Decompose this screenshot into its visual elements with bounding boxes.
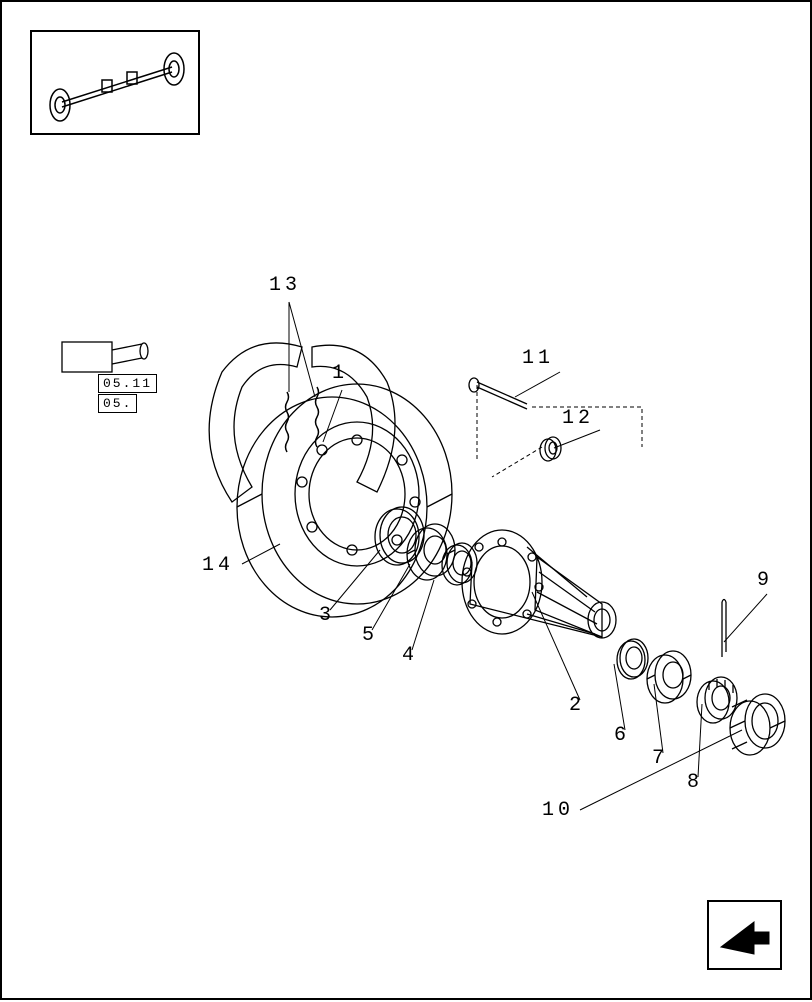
callout-7: 7 [652,747,668,770]
castle-nut [697,677,737,723]
bolt [469,378,527,409]
callout-2: 2 [569,694,585,717]
nut [540,437,561,461]
brake-drum [237,384,452,617]
callout-10: 10 [542,799,574,822]
hub [462,530,616,638]
callout-6: 6 [614,724,630,747]
hub-cap [730,694,785,755]
next-arrow-icon [709,902,784,972]
callout-9: 9 [757,569,773,592]
washer [617,639,648,679]
callout-14: 14 [202,554,234,577]
callout-11: 11 [522,347,554,370]
callout-12: 12 [562,407,594,430]
callout-4: 4 [402,644,418,667]
callout-13: 13 [269,274,301,297]
callout-3: 3 [319,604,335,627]
callout-8: 8 [687,771,703,794]
exploded-diagram [2,2,812,1002]
next-page-box[interactable] [707,900,782,970]
callout-5: 5 [362,624,378,647]
cotter-pin [722,600,726,658]
axle-end-part [62,342,148,372]
callout-1: 1 [332,362,348,385]
bearing-outer [647,651,691,703]
